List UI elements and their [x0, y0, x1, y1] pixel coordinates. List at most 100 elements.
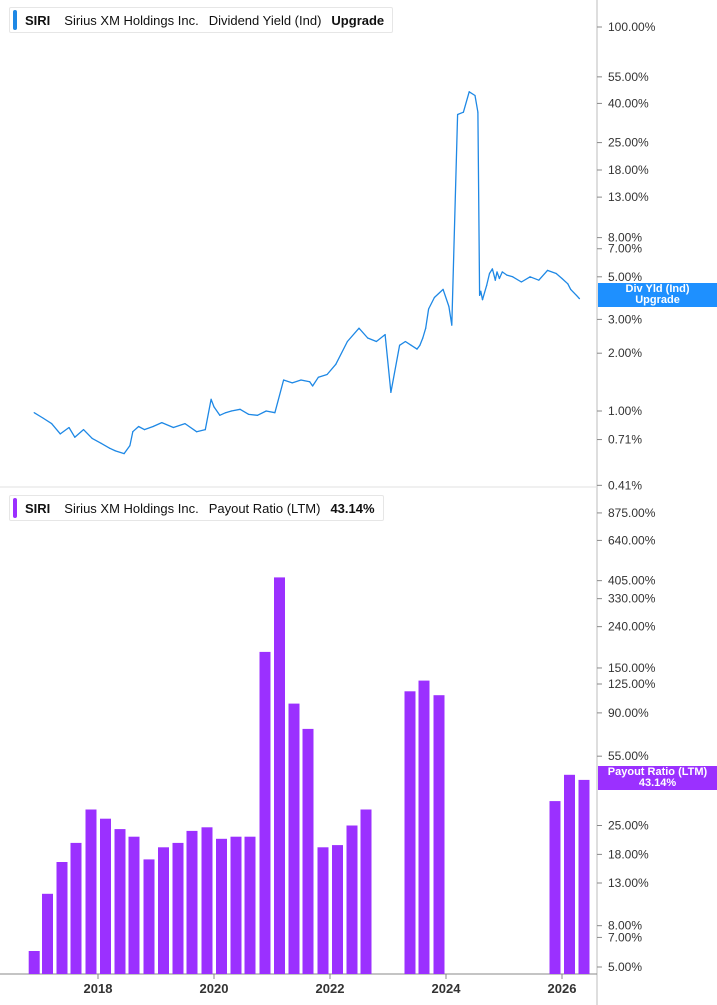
dividend-yield-point — [428, 308, 430, 310]
dividend-yield-point — [143, 429, 145, 431]
dividend-yield-point — [425, 327, 427, 329]
dividend-yield-y-axis: 100.00% 55.00% 40.00% 25.00% 18.00% 13.00% 8.0… — [597, 20, 656, 492]
payout-ratio-bar — [404, 691, 416, 974]
payout-ratio-bar — [70, 842, 82, 974]
dividend-yield-point — [312, 385, 314, 387]
x-tick-label: 2024 — [432, 981, 462, 996]
payout-ratio-bar — [578, 779, 590, 974]
dividend-yield-point — [196, 431, 198, 433]
dividend-yield-point — [326, 373, 328, 376]
dividend-yield-point — [172, 426, 174, 429]
dividend-yield-point — [512, 276, 514, 278]
dividend-yield-point — [390, 391, 392, 393]
yield-y-tick-label: 0.71% — [608, 433, 642, 447]
yield-y-tick-label: 7.00% — [608, 242, 642, 256]
dividend-yield-point — [419, 344, 421, 346]
dividend-yield-point — [399, 344, 401, 346]
dividend-yield-point — [109, 447, 111, 449]
yield-y-tick-label: 55.00% — [608, 70, 649, 84]
payout-y-tick-label: 240.00% — [608, 620, 656, 634]
dividend-yield-point — [404, 340, 406, 343]
payout-y-tick-label: 13.00% — [608, 876, 649, 890]
payout-ratio-bar — [85, 809, 97, 974]
dividend-yield-point — [74, 436, 76, 438]
yield-y-tick-label: 3.00% — [608, 312, 642, 326]
payout-ratio-bar — [259, 651, 271, 974]
dividend-yield-point — [433, 296, 435, 299]
payout-ratio-bar — [42, 893, 53, 974]
yield-y-tick-label: 8.00% — [608, 231, 642, 245]
payout-y-tick-label: 150.00% — [608, 661, 656, 675]
tag-label: Div Yld (Ind) — [625, 283, 690, 295]
dividend-yield-point — [291, 382, 293, 384]
dividend-yield-point — [91, 437, 93, 439]
dividend-yield-point — [570, 288, 572, 290]
dividend-yield-point — [230, 410, 232, 412]
x-tick-label: 2020 — [200, 981, 229, 996]
dividend-yield-point — [42, 417, 44, 419]
legend-metric: Payout Ratio (LTM) — [208, 500, 321, 516]
yield-y-tick-label: 13.00% — [608, 190, 649, 204]
legend-value: 43.14% — [330, 500, 375, 516]
dividend-yield-point — [51, 422, 53, 425]
payout-y-tick-label: 7.00% — [608, 930, 642, 944]
payout-y-tick-label: 125.00% — [608, 677, 656, 691]
dividend-yield-point — [422, 337, 424, 339]
payout-ratio-bar — [288, 703, 300, 974]
payout-ratio-bar — [317, 847, 329, 974]
payout-y-tick-label: 875.00% — [608, 506, 656, 520]
tag-label: Payout Ratio (LTM) — [607, 766, 708, 778]
dividend-yield-point — [300, 379, 302, 381]
dividend-yield-point — [283, 379, 285, 381]
dividend-yield-legend: SIRI Sirius XM Holdings Inc. Dividend Yi… — [9, 7, 394, 33]
dividend-yield-point — [538, 279, 540, 281]
dividend-yield-point — [213, 406, 215, 408]
dividend-yield-point — [520, 281, 523, 283]
dividend-yield-point — [256, 414, 259, 416]
payout-y-tick-label: 18.00% — [608, 847, 649, 861]
payout-y-tick-label: 90.00% — [608, 706, 649, 720]
dividend-yield-point — [494, 279, 496, 281]
payout-y-tick-label: 55.00% — [608, 749, 649, 763]
payout-ratio-bar — [100, 818, 111, 974]
payout-ratio-bar — [418, 680, 430, 974]
payout-y-tick-label: 5.00% — [608, 960, 642, 974]
dividend-yield-point — [132, 431, 134, 433]
dividend-yield-point — [410, 344, 412, 346]
dividend-yield-point — [575, 294, 578, 297]
dividend-yield-point — [529, 276, 531, 278]
payout-ratio-bars-group — [28, 577, 590, 974]
dividend-yield-point — [161, 422, 163, 424]
payout-ratio-bar — [433, 695, 445, 974]
dividend-yield-point — [468, 91, 470, 93]
dividend-yield-point — [152, 425, 154, 428]
dividend-yield-point — [129, 445, 131, 447]
dividend-yield-point — [477, 111, 479, 113]
yield-y-tick-label: 2.00% — [608, 346, 642, 360]
payout-ratio-bar — [360, 809, 372, 974]
dividend-yield-point — [367, 337, 369, 339]
dividend-yield-point — [265, 410, 267, 412]
dividend-yield-point — [317, 376, 319, 378]
payout-y-tick-label: 330.00% — [608, 592, 656, 606]
dividend-yield-point — [561, 277, 563, 280]
yield-y-tick-label: 18.00% — [608, 163, 649, 177]
dividend-yield-point — [375, 340, 377, 343]
dividend-yield-point — [274, 412, 276, 414]
dividend-yield-point — [309, 381, 311, 383]
dividend-yield-point — [239, 408, 241, 410]
dividend-yield-point — [567, 283, 569, 285]
x-tick-label: 2022 — [316, 981, 345, 996]
x-tick-label: 2018 — [84, 981, 113, 996]
payout-ratio-bar — [216, 838, 227, 974]
legend-company: Sirius XM Holdings Inc. — [64, 500, 199, 516]
payout-ratio-legend: SIRI Sirius XM Holdings Inc. Payout Rati… — [9, 495, 384, 521]
legend-company: Sirius XM Holdings Inc. — [64, 12, 199, 28]
legend-color-bar — [13, 498, 17, 518]
payout-ratio-bar — [564, 774, 575, 974]
legend-upgrade-link[interactable]: Upgrade — [331, 12, 385, 28]
dividend-yield-point — [457, 113, 459, 116]
tag-upgrade-link[interactable]: Upgrade — [635, 294, 680, 306]
dividend-yield-point — [486, 284, 488, 287]
dividend-yield-point — [68, 426, 70, 429]
